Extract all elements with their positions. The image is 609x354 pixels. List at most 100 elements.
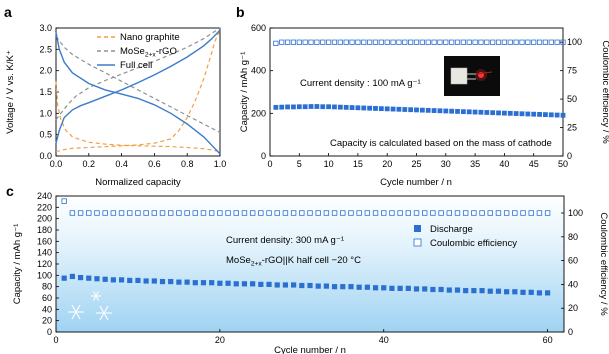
panel-b-capacity-point	[455, 109, 460, 114]
panel-c-ce-point	[159, 210, 166, 216]
panel-b-capacity-point	[367, 105, 373, 111]
panel-b-ce-point	[290, 39, 297, 45]
panel-c-discharge-point	[233, 281, 239, 287]
panel-b-ce-point	[361, 39, 367, 45]
panel-b-ce-point	[437, 39, 443, 45]
panel-c-ce-point	[118, 210, 125, 216]
panel-c-discharge-point	[454, 287, 461, 293]
panel-a-letter: a	[4, 4, 12, 20]
panel-a-y-tick-label: 0.5	[39, 130, 52, 140]
panel-a-series-1-line	[55, 29, 221, 153]
panel-b-x-tick-label: 45	[529, 159, 539, 169]
panel-b-capacity-point	[320, 104, 326, 110]
panel-c-discharge-point	[86, 275, 92, 281]
panel-b-capacity-point	[490, 110, 496, 116]
panel-b-capacity-point	[361, 105, 367, 111]
panel-c-discharge-point	[217, 280, 223, 286]
panel-c-x-tick-label: 60	[543, 335, 553, 345]
panel-c-ce-point	[168, 210, 174, 216]
panel-c-discharge-point	[520, 289, 526, 295]
panel-c-discharge-point	[331, 284, 338, 290]
panel-b-capacity-point	[502, 110, 507, 116]
panel-c-discharge-point	[143, 278, 149, 284]
panel-a-x-tick-label: 0.0	[50, 159, 63, 169]
panel-c-discharge-point	[504, 289, 510, 295]
panel-c-ce-point	[69, 210, 76, 216]
panel-c-x-tick-label: 40	[379, 335, 389, 345]
panel-c-y2-tick-label: 100	[568, 208, 583, 218]
panel-c-discharge-point	[61, 275, 67, 281]
panel-b-ce-point	[519, 39, 525, 45]
panel-b-ce-point	[472, 39, 478, 45]
panel-c-y-tick-label: 60	[42, 293, 52, 303]
panel-a-chart: 0.0 0.2 0.4 0.6 0.8 1.00.00.51.01.52.02.53.0 …	[5, 23, 226, 188]
panel-b-ce-point	[484, 39, 490, 45]
panel-b-capacity-point	[308, 104, 314, 109]
panel-c-ce-point	[192, 210, 198, 216]
panel-b-capacity-point	[390, 106, 396, 112]
panel-b-ce-point	[531, 39, 537, 45]
panel-c-discharge-point	[282, 282, 289, 288]
panel-b-capacity-point	[408, 107, 414, 113]
panel-c-x-tick-label: 0	[53, 335, 58, 345]
panel-b-capacity-point	[273, 104, 279, 110]
panel-a-legend-label: MoSe2+x-rGO	[120, 46, 177, 59]
panel-c-current-density-label: Current density: 300 mA g⁻¹	[226, 235, 344, 246]
panel-b-ce-point	[355, 39, 361, 45]
panel-b-chart: 0 5 10 15 20 25 30 35 40 45 5002004006000255075100…	[239, 23, 609, 188]
panel-a-x-axis-label: Normalized capacity	[95, 177, 181, 188]
panel-b-capacity-point	[472, 109, 478, 115]
panel-b-ce-point	[390, 39, 396, 45]
panel-c-ce-point	[520, 210, 526, 216]
panel-b-ce-point	[372, 39, 379, 45]
panel-c-ce-point	[266, 210, 272, 216]
panel-c-legend-swatch	[413, 238, 422, 247]
panel-c-discharge-point	[340, 284, 346, 290]
panel-b-current-density-label: Current density : 100 mA g⁻¹	[300, 78, 421, 89]
panel-c-ce-point	[413, 210, 420, 216]
panel-b-ce-point	[501, 39, 508, 45]
panel-b-ce-point	[554, 39, 560, 45]
panel-a-legend-label: Full cell	[120, 60, 152, 71]
panel-c-ce-point	[135, 210, 141, 216]
panel-b-x-tick-label: 25	[411, 159, 421, 169]
panel-c-ce-point	[462, 210, 469, 216]
panel-c-discharge-point	[299, 282, 305, 289]
panel-b-capacity-point	[384, 106, 390, 112]
panel-b-ce-point	[273, 40, 279, 46]
panel-b-capacity-point	[302, 104, 308, 110]
panel-c-cell-description: MoSe2+x-rGO||K half cell −20 °C	[226, 255, 361, 268]
panel-b-capacity-point	[419, 107, 425, 113]
panel-a-series-3-line	[55, 36, 221, 134]
panel-c-discharge-point	[307, 282, 313, 289]
panel-c-ce-point	[405, 210, 412, 216]
panel-b-capacity-point	[460, 109, 466, 115]
panel-c-discharge-point	[487, 288, 493, 294]
panel-b-y-tick-label: 600	[251, 23, 266, 33]
panel-c-ce-point	[200, 210, 207, 216]
panel-b-ce-point	[343, 39, 349, 45]
panel-b-capacity-point	[314, 104, 320, 109]
panel-b-ce-point	[302, 39, 308, 45]
panel-b-ce-point	[349, 39, 355, 45]
panel-b-x-tick-label: 0	[267, 159, 272, 169]
panel-b-capacity-point	[343, 104, 349, 110]
panel-c-discharge-point	[364, 284, 370, 290]
panel-b-capacity-point	[478, 109, 484, 115]
panel-c-ce-point	[249, 210, 256, 216]
panel-c-discharge-point	[200, 280, 207, 286]
panel-c-discharge-point	[258, 281, 264, 287]
panel-b-ce-point	[402, 39, 408, 45]
panel-b-ce-point	[378, 39, 384, 45]
panel-c-ce-point	[348, 210, 354, 216]
panel-c-discharge-point	[372, 285, 379, 291]
panel-b-ce-point	[525, 39, 531, 45]
panel-c-ce-point	[315, 210, 321, 216]
panel-c-discharge-point	[323, 283, 329, 289]
panel-b-x-axis-label: Cycle number / n	[380, 177, 452, 188]
panel-c-ce-point	[356, 210, 362, 216]
panel-b-y2-tick-label: 50	[567, 94, 577, 104]
panel-a-x-tick-label: 1.0	[214, 159, 227, 169]
panel-b-y2-axis-label: Coulombic efficiency / %	[600, 40, 609, 144]
